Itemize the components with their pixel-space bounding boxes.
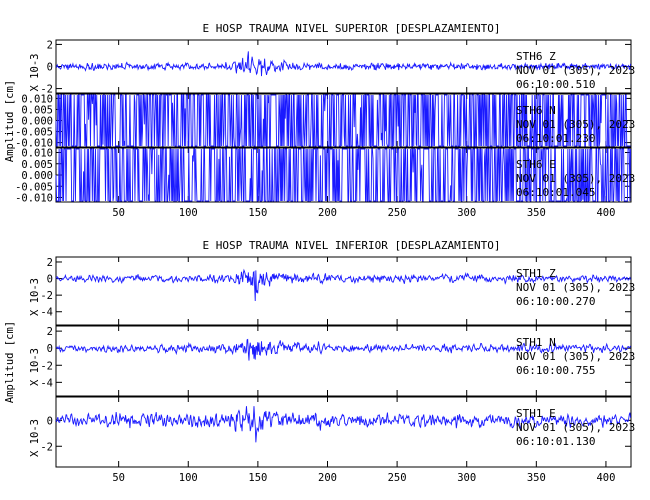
x-tick-label: 250 bbox=[388, 472, 407, 484]
y-tick-label: -4 bbox=[40, 307, 53, 319]
scale-multiplier-label: X 10-3 bbox=[29, 419, 41, 457]
x-tick-label: 350 bbox=[527, 472, 546, 484]
record-date-label: NOV 01 (305), 2023 bbox=[516, 281, 635, 294]
y-tick-label: -4 bbox=[40, 377, 53, 389]
y-tick-label: 0.005 bbox=[21, 104, 53, 116]
y-tick-label: 0 bbox=[47, 343, 53, 355]
x-tick-label: 100 bbox=[179, 207, 198, 219]
x-tick-label: 400 bbox=[596, 472, 615, 484]
y-axis-label: Amplitud [cm] bbox=[4, 321, 16, 403]
y-tick-label: -2 bbox=[40, 360, 53, 372]
scale-multiplier-label: X 10-3 bbox=[29, 348, 41, 386]
record-time-label: 06:10:00.270 bbox=[516, 295, 595, 308]
x-tick-label: 50 bbox=[112, 472, 125, 484]
record-date-label: NOV 01 (305), 2023 bbox=[516, 350, 635, 363]
scale-multiplier-label: X 10-3 bbox=[29, 278, 41, 316]
station-component-label: STH6 N bbox=[516, 104, 556, 117]
x-tick-label: 250 bbox=[388, 207, 407, 219]
record-date-label: NOV 01 (305), 2023 bbox=[516, 118, 635, 131]
y-tick-label: 0 bbox=[47, 62, 53, 74]
station-component-label: STH1 N bbox=[516, 336, 556, 349]
seismogram-block-2: E HOSP TRAUMA NIVEL INFERIOR [DESPLAZAMI… bbox=[4, 239, 635, 484]
y-tick-label: -2 bbox=[40, 441, 53, 453]
panel-frame bbox=[55, 325, 632, 397]
y-tick-label: -0.010 bbox=[15, 138, 53, 150]
y-tick-label: 0 bbox=[47, 415, 53, 427]
record-time-label: 06:10:01.130 bbox=[516, 435, 595, 448]
y-tick-label: -0.005 bbox=[15, 127, 53, 139]
record-date-label: NOV 01 (305), 2023 bbox=[516, 64, 635, 77]
x-tick-label: 200 bbox=[318, 472, 337, 484]
y-tick-label: -0.005 bbox=[15, 181, 53, 193]
record-time-label: 06:10:00.510 bbox=[516, 78, 595, 91]
scale-multiplier-label: X 10-3 bbox=[29, 54, 41, 92]
record-time-label: 06:10:00.755 bbox=[516, 364, 595, 377]
y-tick-label: 0.005 bbox=[21, 159, 53, 171]
x-tick-label: 150 bbox=[248, 207, 267, 219]
record-time-label: 06:10:01.230 bbox=[516, 132, 595, 145]
record-date-label: NOV 01 (305), 2023 bbox=[516, 421, 635, 434]
x-tick-label: 200 bbox=[318, 207, 337, 219]
x-tick-label: 400 bbox=[596, 207, 615, 219]
x-tick-label: 300 bbox=[457, 472, 476, 484]
y-tick-label: 0 bbox=[47, 274, 53, 286]
record-time-label: 06:10:01.045 bbox=[516, 186, 595, 199]
station-component-label: STH1 Z bbox=[516, 267, 556, 280]
panel-frame bbox=[55, 256, 632, 326]
x-tick-label: 150 bbox=[248, 472, 267, 484]
waveform-trace bbox=[55, 148, 631, 202]
station-component-label: STH6 E bbox=[516, 158, 556, 171]
y-axis-label: Amplitud [cm] bbox=[4, 80, 16, 162]
waveform-trace bbox=[55, 51, 631, 77]
y-tick-label: -2 bbox=[40, 84, 53, 96]
record-date-label: NOV 01 (305), 2023 bbox=[516, 172, 635, 185]
y-tick-label: -0.010 bbox=[15, 193, 53, 205]
waveform-trace bbox=[55, 406, 631, 443]
seismogram-block-1: E HOSP TRAUMA NIVEL SUPERIOR [DESPLAZAMI… bbox=[4, 22, 635, 219]
y-tick-label: 2 bbox=[47, 257, 53, 269]
station-component-label: STH6 Z bbox=[516, 50, 556, 63]
waveform-trace bbox=[55, 338, 631, 361]
y-tick-label: 2 bbox=[47, 326, 53, 338]
waveform-trace bbox=[55, 268, 631, 301]
waveform-trace bbox=[55, 94, 631, 147]
y-tick-label: 0.000 bbox=[21, 116, 53, 128]
y-tick-label: 0.000 bbox=[21, 170, 53, 182]
y-tick-label: -2 bbox=[40, 290, 53, 302]
y-tick-label: 2 bbox=[47, 39, 53, 51]
station-component-label: STH1 E bbox=[516, 407, 556, 420]
x-tick-label: 100 bbox=[179, 472, 198, 484]
y-tick-label: 0.010 bbox=[21, 93, 53, 105]
x-tick-label: 300 bbox=[457, 207, 476, 219]
x-tick-label: 50 bbox=[112, 207, 125, 219]
y-tick-label: 0.010 bbox=[21, 148, 53, 160]
chart-title: E HOSP TRAUMA NIVEL INFERIOR [DESPLAZAMI… bbox=[202, 239, 500, 252]
panel-frame bbox=[55, 396, 632, 468]
chart-title: E HOSP TRAUMA NIVEL SUPERIOR [DESPLAZAMI… bbox=[202, 22, 500, 35]
x-tick-label: 350 bbox=[527, 207, 546, 219]
